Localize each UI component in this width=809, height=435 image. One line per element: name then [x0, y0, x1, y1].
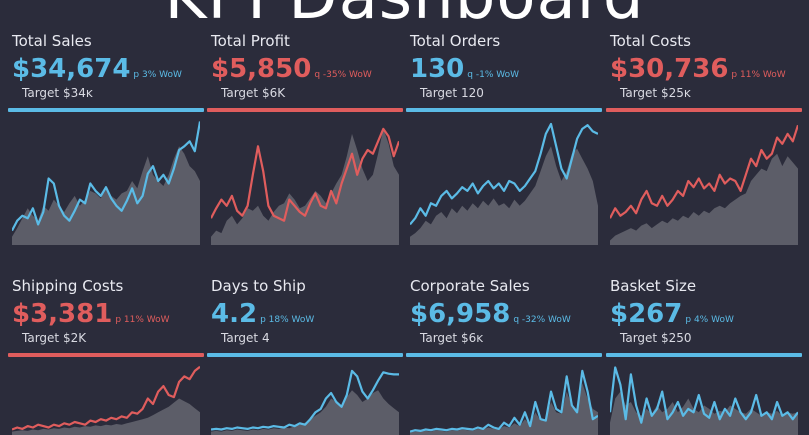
- kpi-sparkline: [610, 360, 798, 435]
- kpi-sparkline: [12, 115, 200, 245]
- kpi-target-bar: [8, 108, 204, 112]
- kpi-target-bar: [406, 108, 602, 112]
- kpi-sparkline: [410, 115, 598, 245]
- kpi-sparkline: [12, 360, 200, 435]
- sparkline-area: [410, 146, 598, 245]
- kpi-value: 130: [410, 54, 464, 84]
- kpi-target: Target $6ĸ: [420, 331, 603, 345]
- kpi-value: $34,674: [12, 54, 130, 84]
- kpi-value: $30,736: [610, 54, 728, 84]
- kpi-label: Total Sales: [12, 32, 205, 50]
- kpi-value: 4.2: [211, 299, 257, 329]
- kpi-sparkline: [211, 360, 399, 435]
- kpi-change: p 18% WoW: [260, 315, 314, 325]
- kpi-change: q -1% WoW: [467, 70, 519, 80]
- kpi-target-bar: [606, 108, 802, 112]
- kpi-change: p 4% WoW: [685, 315, 734, 325]
- sparkline-area: [12, 399, 200, 435]
- dashboard-title: KPI Dashboard: [0, 0, 809, 34]
- kpi-value: $3,381: [12, 299, 112, 329]
- kpi-target: Target $250: [620, 331, 803, 345]
- kpi-target-bar: [207, 353, 403, 357]
- kpi-target: Target 4: [221, 331, 404, 345]
- sparkline-area: [211, 129, 399, 245]
- kpi-label: Days to Ship: [211, 277, 404, 295]
- kpi-target: Target $2K: [22, 331, 205, 345]
- sparkline-area: [610, 154, 798, 245]
- kpi-change: q -35% WoW: [314, 70, 371, 80]
- kpi-sparkline: [410, 360, 598, 435]
- kpi-target-bar: [207, 108, 403, 112]
- kpi-label: Corporate Sales: [410, 277, 603, 295]
- kpi-change: p 3% WoW: [133, 70, 182, 80]
- kpi-label: Shipping Costs: [12, 277, 205, 295]
- kpi-target: Target $6K: [221, 86, 404, 100]
- kpi-target-bar: [606, 353, 802, 357]
- kpi-change: p 11% WoW: [731, 70, 785, 80]
- kpi-target-bar: [8, 353, 204, 357]
- kpi-label: Total Profit: [211, 32, 404, 50]
- kpi-change: q -32% WoW: [513, 315, 570, 325]
- kpi-label: Total Orders: [410, 32, 603, 50]
- kpi-label: Total Costs: [610, 32, 803, 50]
- kpi-target: Target 120: [420, 86, 603, 100]
- kpi-label: Basket Size: [610, 277, 803, 295]
- kpi-sparkline: [610, 115, 798, 245]
- kpi-target: Target $34ĸ: [22, 86, 205, 100]
- kpi-value: $5,850: [211, 54, 311, 84]
- kpi-sparkline: [211, 115, 399, 245]
- kpi-target: Target $25ĸ: [620, 86, 803, 100]
- kpi-value: $267: [610, 299, 682, 329]
- kpi-change: p 11% WoW: [115, 315, 169, 325]
- kpi-value: $6,958: [410, 299, 510, 329]
- sparkline-area: [12, 146, 200, 245]
- kpi-target-bar: [406, 353, 602, 357]
